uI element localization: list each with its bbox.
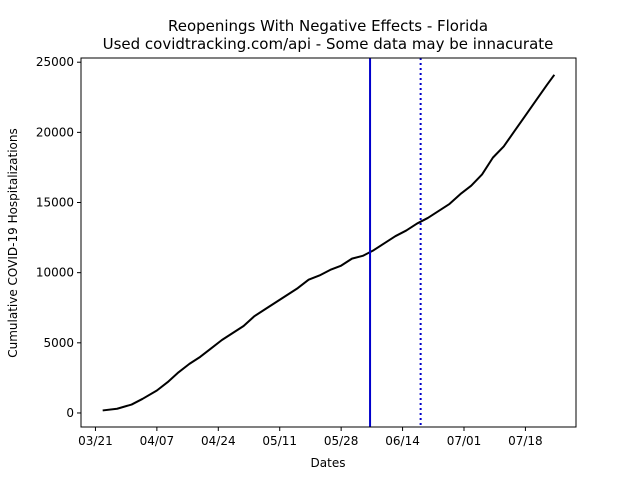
y-tick-label: 15000 <box>36 196 74 210</box>
y-tick-label: 0 <box>66 406 74 420</box>
x-tick-label: 05/28 <box>324 434 359 448</box>
x-tick-label: 04/24 <box>201 434 236 448</box>
chart-subtitle: Used covidtracking.com/api - Some data m… <box>103 35 554 53</box>
plot-area <box>102 58 556 427</box>
y-axis-label: Cumulative COVID-19 Hospitalizations <box>6 128 20 358</box>
y-axis: 0 5000 10000 15000 20000 25000 <box>36 55 81 420</box>
x-tick-label: 03/21 <box>78 434 113 448</box>
y-tick-label: 20000 <box>36 125 74 139</box>
y-tick-label: 10000 <box>36 266 74 280</box>
x-tick-label: 04/07 <box>140 434 175 448</box>
x-axis: 03/21 04/07 04/24 05/11 05/28 06/14 07/01 07/18 <box>78 427 543 448</box>
x-tick-label: 06/14 <box>385 434 420 448</box>
x-axis-label: Dates <box>311 456 346 470</box>
y-tick-label: 25000 <box>36 55 74 69</box>
series-line <box>102 74 556 412</box>
y-tick-label: 5000 <box>43 336 74 350</box>
chart-title: Reopenings With Negative Effects - Flori… <box>168 17 488 35</box>
x-tick-label: 05/11 <box>262 434 297 448</box>
axes-frame <box>80 57 577 428</box>
x-tick-label: 07/18 <box>508 434 543 448</box>
x-tick-label: 07/01 <box>447 434 482 448</box>
